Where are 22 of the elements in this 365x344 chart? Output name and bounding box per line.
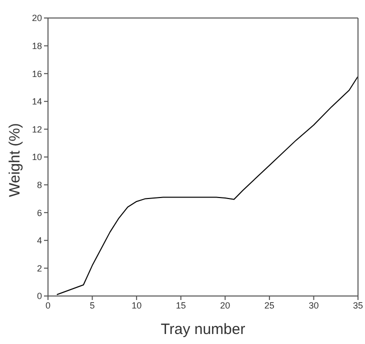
x-tick-label: 20 — [220, 300, 230, 310]
x-tick-label: 30 — [308, 300, 319, 310]
y-tick-label: 20 — [32, 13, 42, 24]
x-tick-label: 35 — [352, 300, 364, 310]
y-tick-label: 14 — [32, 96, 42, 107]
y-tick-label: 4 — [36, 236, 42, 246]
x-axis-title: Tray number — [160, 321, 246, 338]
y-tick-label: 0 — [36, 291, 42, 302]
y-tick-label: 6 — [36, 208, 42, 218]
line-series — [56, 76, 358, 296]
x-tick-label: 10 — [132, 300, 142, 310]
x-tick-label: 25 — [264, 300, 274, 310]
y-tick-label: 18 — [32, 40, 42, 51]
y-axis-title: Weight (%) — [6, 123, 24, 197]
y-tick-label: 16 — [32, 68, 42, 79]
y-tick-label: 10 — [32, 152, 42, 162]
x-tick-label: 5 — [90, 300, 95, 310]
y-tick-label: 12 — [32, 124, 42, 134]
x-tick-label: 0 — [45, 300, 51, 310]
y-tick-label: 2 — [36, 263, 42, 274]
y-tick-label: 8 — [36, 180, 42, 190]
x-tick-label: 15 — [176, 300, 186, 310]
